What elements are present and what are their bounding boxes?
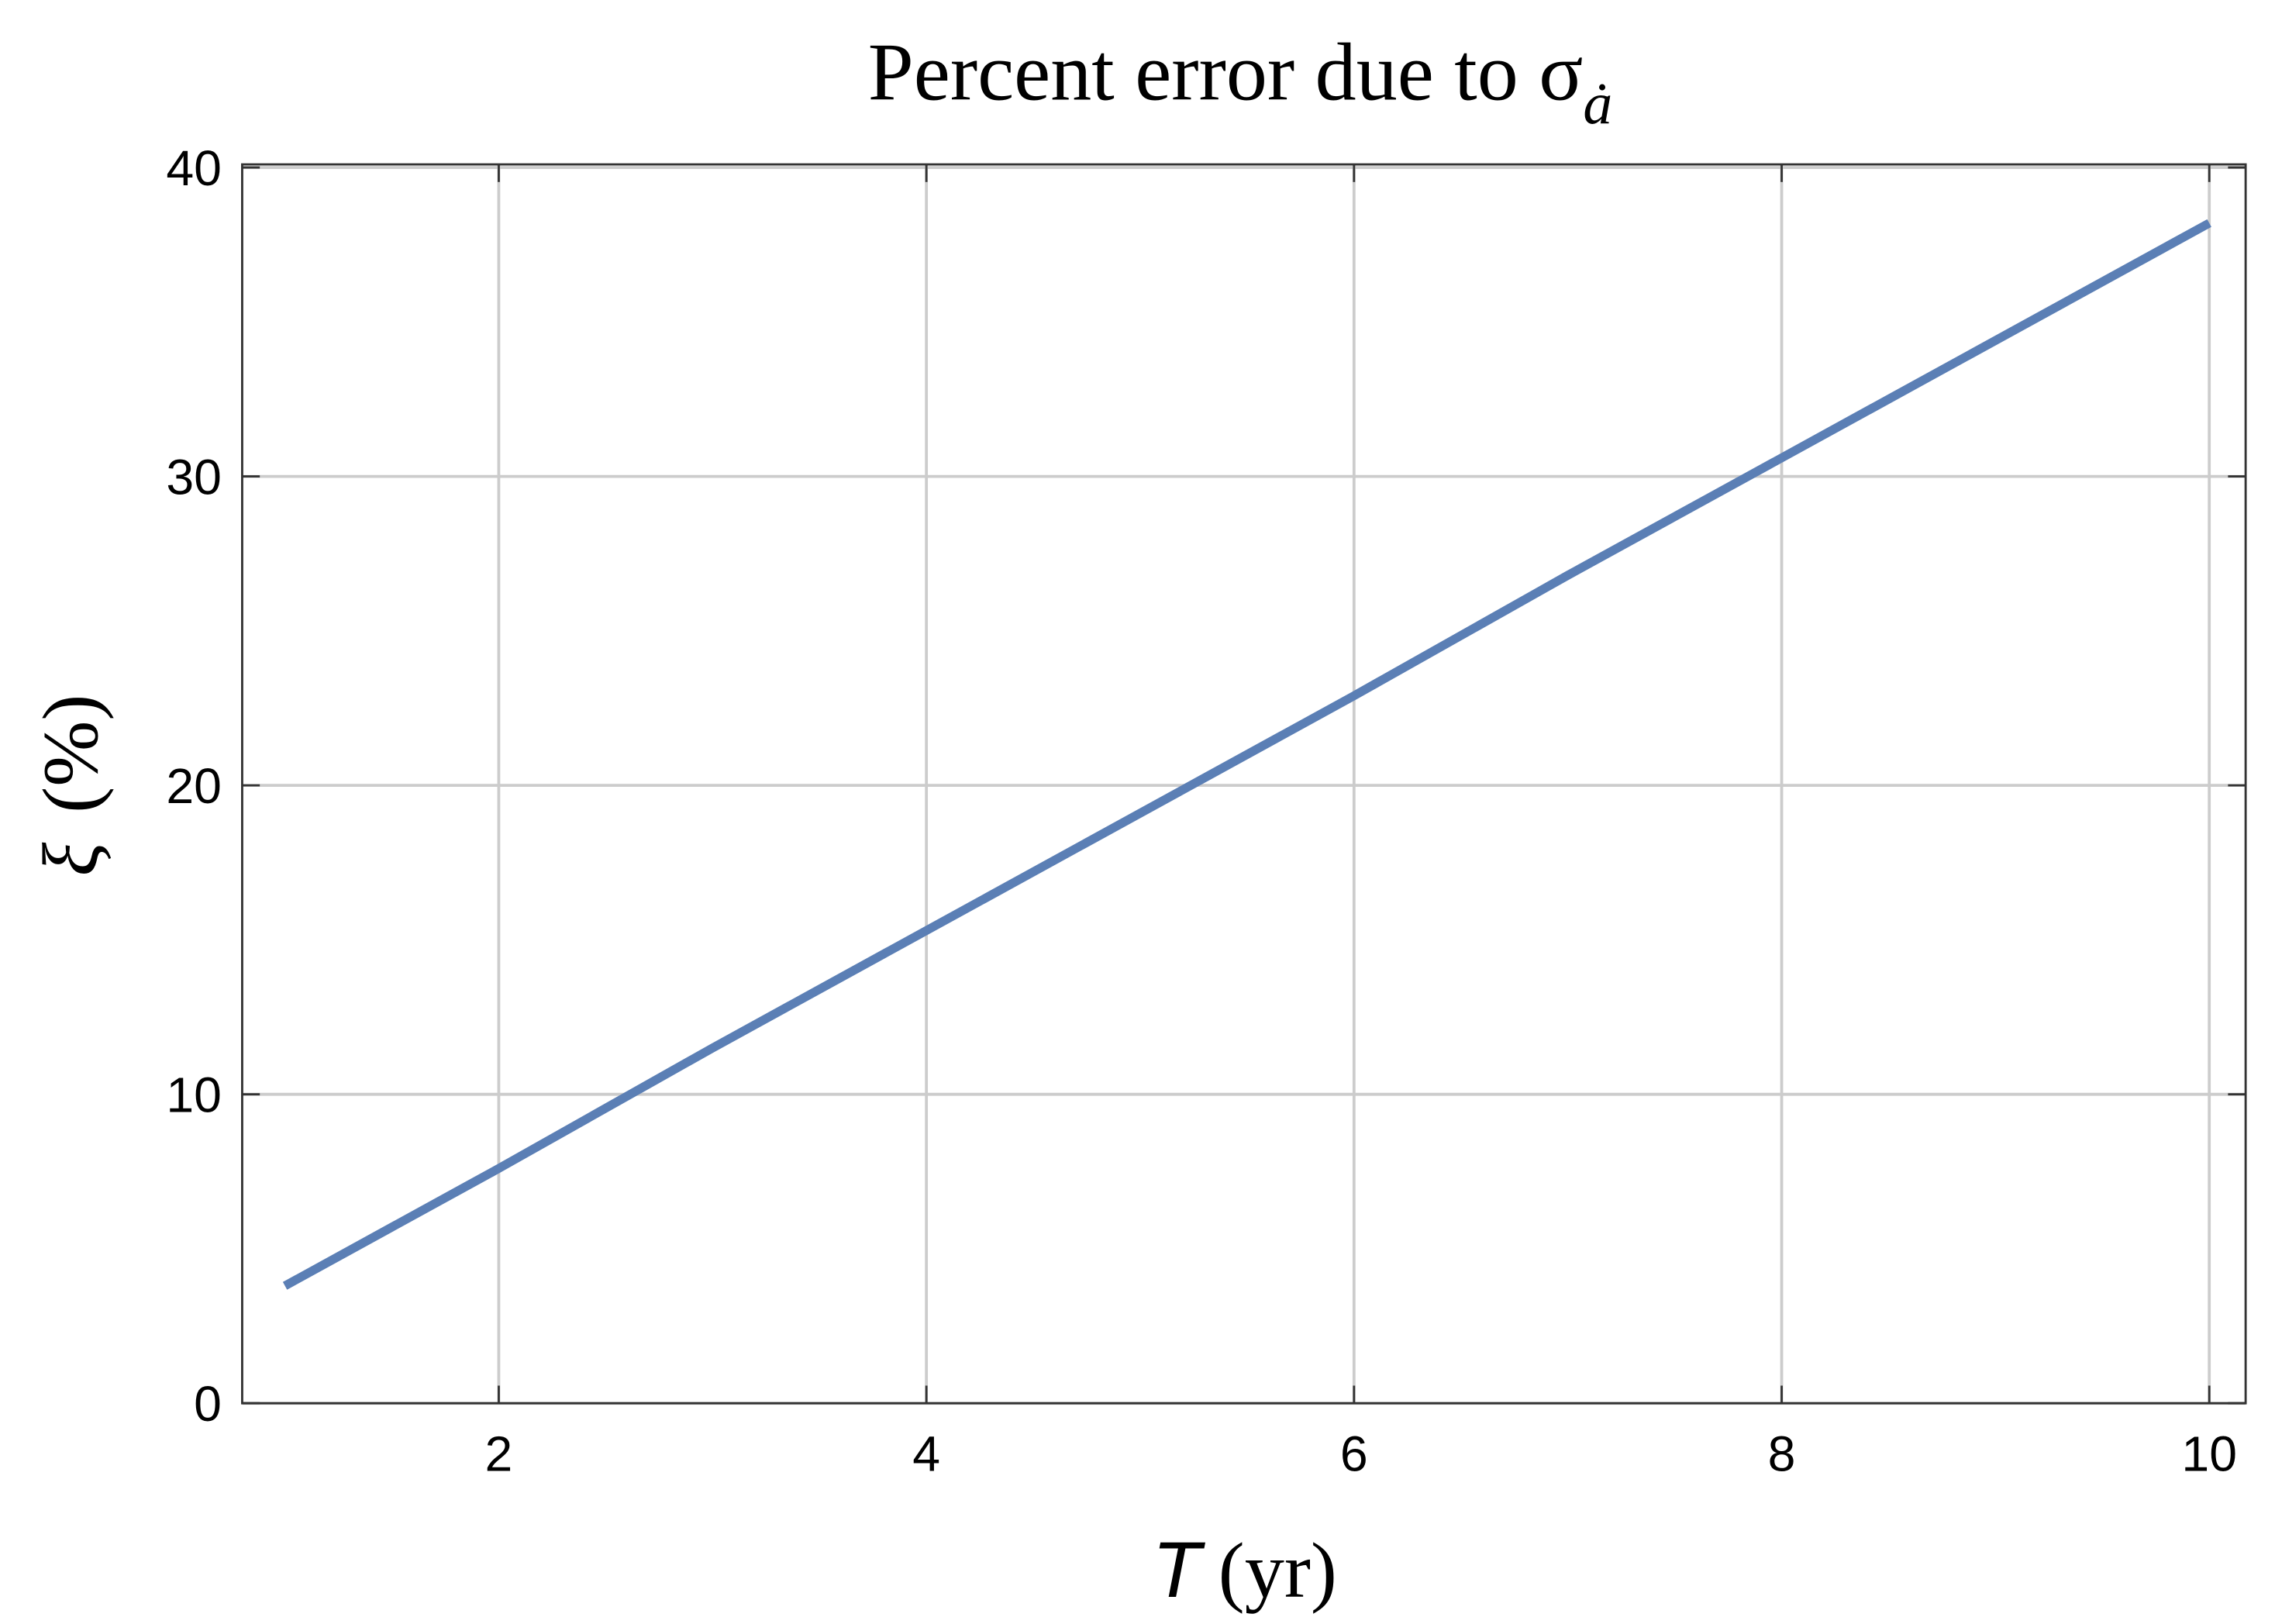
- y-tick-label: 10: [166, 1067, 222, 1122]
- y-label-symbol: ξ: [27, 843, 115, 877]
- chart-title: Percent error due to σȧ: [868, 27, 1612, 136]
- axes: 2 4 6 8 10 0 10 20 30 40: [166, 140, 2246, 1481]
- x-tick-label: 10: [2181, 1426, 2237, 1481]
- x-tick-label: 8: [1768, 1426, 1796, 1481]
- x-axis-label: T (yr): [1152, 1525, 1336, 1615]
- data-line: [282, 219, 2211, 1290]
- y-tick-label: 40: [166, 140, 222, 196]
- plot: [282, 219, 2211, 1290]
- y-axis-label: ξ (%): [27, 695, 115, 877]
- y-tick-label: 30: [166, 449, 222, 505]
- y-tick-label: 20: [166, 758, 222, 814]
- x-label-symbol: T: [1152, 1525, 1205, 1614]
- x-label-unit: (yr): [1219, 1527, 1337, 1615]
- y-tick-label: 0: [194, 1376, 222, 1432]
- plot-frame: [241, 163, 2247, 1405]
- title-main: Percent error due to σ: [868, 27, 1584, 118]
- x-tick-label: 6: [1340, 1426, 1368, 1481]
- y-label-unit: (%): [27, 695, 115, 813]
- x-tick-label: 4: [912, 1426, 940, 1481]
- grid: [242, 164, 2246, 1405]
- x-tick-label: 2: [485, 1426, 513, 1481]
- title-subscript: ȧ: [1583, 72, 1612, 136]
